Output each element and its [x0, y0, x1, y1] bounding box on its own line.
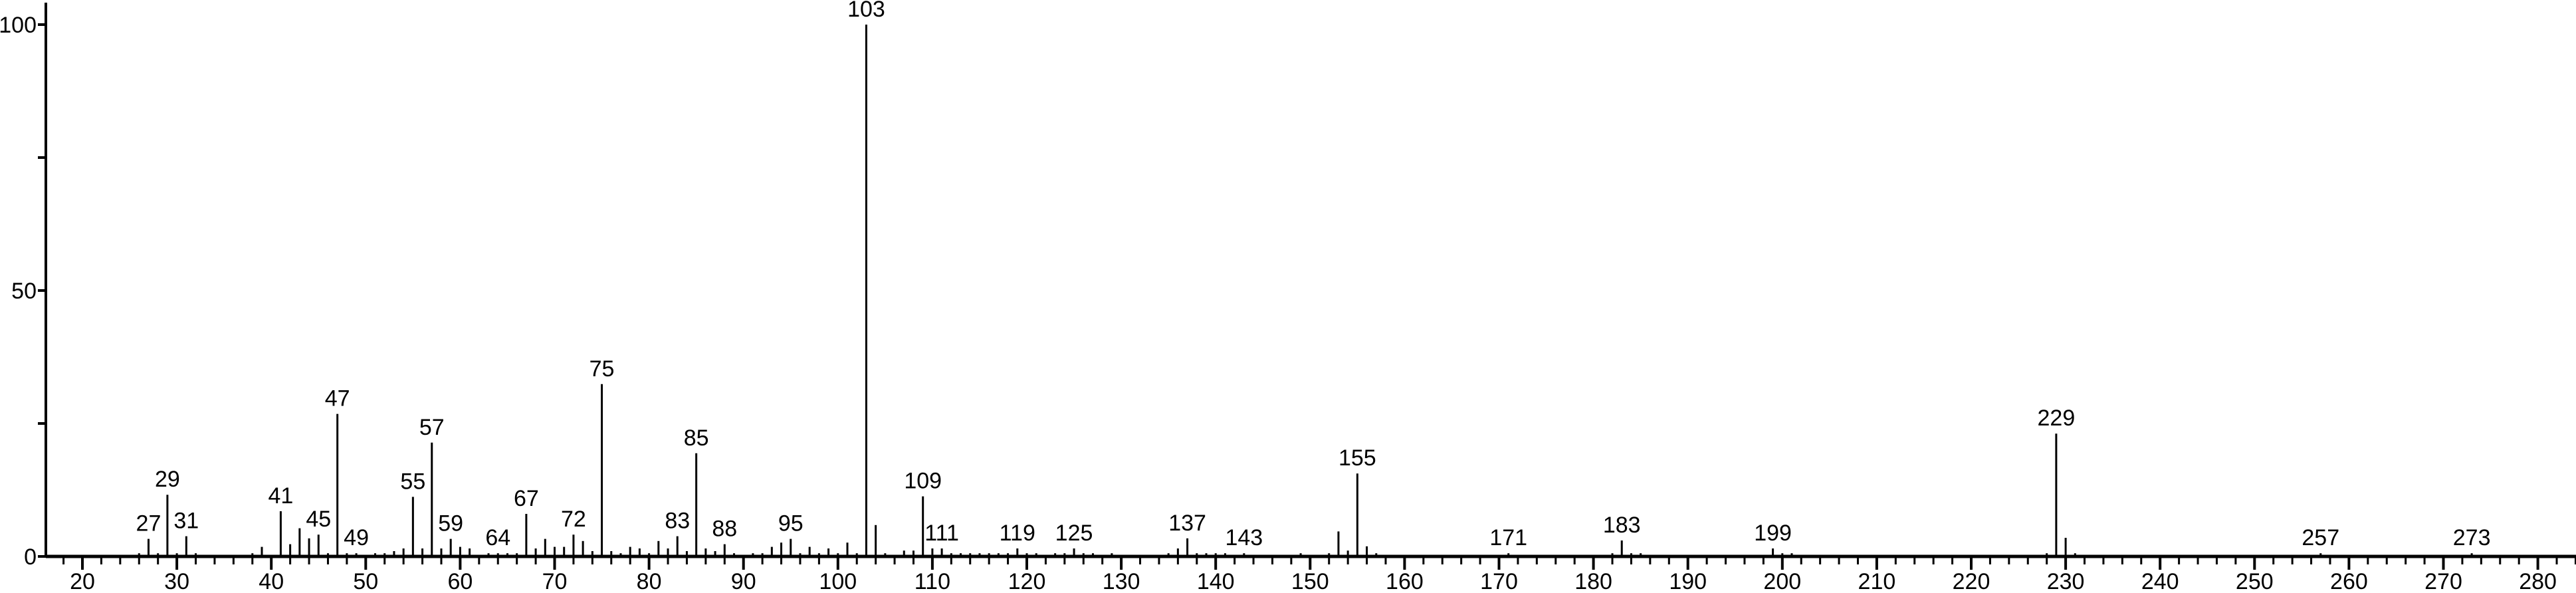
peak-label-111: 111	[924, 521, 959, 546]
peak-label-64: 64	[485, 525, 510, 550]
x-tick-label: 100	[819, 569, 857, 593]
peak-label-88: 88	[712, 517, 737, 542]
peak-label-109: 109	[904, 469, 942, 494]
peak-label-103: 103	[847, 0, 885, 22]
x-tick-label: 70	[542, 569, 568, 593]
x-tick-label: 280	[2519, 569, 2557, 593]
x-tick-label: 270	[2424, 569, 2462, 593]
peak-label-49: 49	[344, 525, 369, 550]
x-tick-label: 20	[70, 569, 95, 593]
x-tick-label: 90	[731, 569, 756, 593]
axes: 20 30 40 50 60 70 80 90 100 110 120 130 140 150 160 170…	[0, 3, 2576, 593]
peak-label-72: 72	[561, 507, 586, 532]
x-tick-label: 260	[2330, 569, 2368, 593]
peak-label-67: 67	[514, 486, 539, 511]
x-tick-label: 120	[1008, 569, 1046, 593]
peak-label-183: 183	[1603, 513, 1641, 538]
x-tick-label: 190	[1669, 569, 1707, 593]
x-tick-label: 230	[2047, 569, 2085, 593]
peak-label-155: 155	[1339, 445, 1376, 471]
peak-label-27: 27	[136, 511, 161, 536]
x-tick-label: 130	[1103, 569, 1140, 593]
x-tick-label: 60	[447, 569, 473, 593]
x-tick-label: 80	[637, 569, 662, 593]
peak-label-199: 199	[1754, 521, 1792, 546]
x-tick-label: 250	[2236, 569, 2274, 593]
x-tick-label: 210	[1858, 569, 1896, 593]
peak-label-171: 171	[1489, 525, 1527, 550]
peak-label-75: 75	[590, 356, 615, 382]
peak-label-41: 41	[268, 483, 293, 509]
peak-label-119: 119	[1000, 521, 1035, 546]
x-tick-label: 200	[1763, 569, 1801, 593]
peak-label-137: 137	[1168, 511, 1206, 536]
x-tick-label: 140	[1197, 569, 1235, 593]
peak-label-273: 273	[2453, 525, 2491, 550]
peak-label-85: 85	[684, 425, 709, 451]
y-tick-label: 0	[24, 544, 37, 570]
peak-label-55: 55	[400, 469, 425, 494]
x-tick-label: 150	[1291, 569, 1329, 593]
peaks	[138, 25, 2473, 556]
x-tick-label: 110	[914, 569, 950, 593]
x-tick-label: 180	[1574, 569, 1612, 593]
peak-label-95: 95	[778, 511, 804, 536]
x-tick-label: 30	[164, 569, 189, 593]
x-tick-label: 50	[353, 569, 378, 593]
x-tick-label: 170	[1480, 569, 1518, 593]
peak-label-257: 257	[2302, 525, 2339, 550]
peak-label-125: 125	[1055, 521, 1093, 546]
x-tick-label: 40	[259, 569, 284, 593]
y-tick-label: 100	[0, 13, 37, 38]
peak-label-83: 83	[665, 509, 690, 534]
x-tick-label: 220	[1953, 569, 1990, 593]
peak-label-47: 47	[325, 386, 350, 412]
peak-label-29: 29	[155, 467, 180, 492]
peak-label-59: 59	[438, 511, 463, 536]
peak-label-229: 229	[2038, 406, 2076, 431]
peak-label-31: 31	[173, 509, 199, 534]
peak-label-143: 143	[1225, 525, 1263, 550]
peak-label-45: 45	[306, 507, 331, 532]
x-tick-label: 160	[1386, 569, 1424, 593]
y-tick-label: 50	[11, 279, 37, 304]
x-tick-label: 240	[2141, 569, 2179, 593]
peak-label-57: 57	[419, 415, 445, 440]
